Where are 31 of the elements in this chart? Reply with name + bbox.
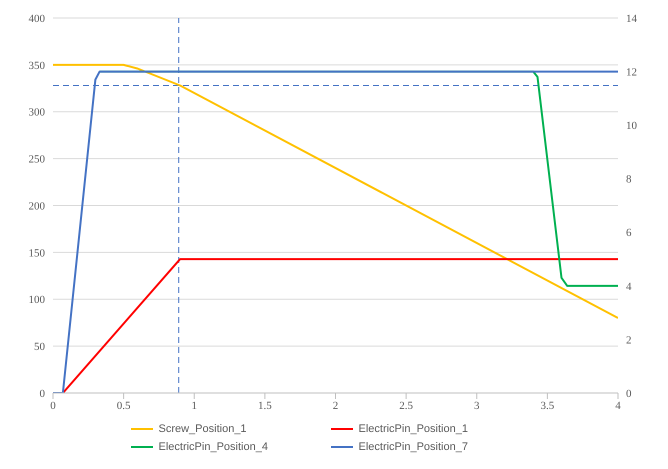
y2-tick-label: 0: [626, 388, 632, 400]
y2-tick-label: 12: [626, 66, 637, 78]
y-tick-label: 200: [28, 200, 46, 212]
y2-tick-label: 4: [626, 280, 632, 293]
legend-label: ElectricPin_Position_7: [358, 441, 468, 453]
y-tick-label: 250: [28, 154, 46, 166]
x-tick-label: 2: [332, 400, 338, 412]
x-tick-label: 4: [615, 400, 622, 412]
x-tick-label: 0: [50, 400, 56, 412]
y-tick-label: 100: [28, 294, 46, 306]
legend-label: ElectricPin_Position_1: [358, 423, 468, 435]
x-tick-label: 2.5: [399, 400, 414, 412]
y-tick-label: 150: [28, 247, 46, 260]
x-tick-label: 1: [192, 400, 197, 412]
y-tick-label: 0: [40, 388, 46, 400]
x-tick-label: 3.5: [540, 400, 555, 412]
x-tick-label: 3: [474, 400, 480, 412]
line-series: [53, 64, 618, 319]
y-tick-label: 400: [28, 12, 46, 25]
y2-tick-label: 6: [626, 227, 632, 240]
legend-label: Screw_Position_1: [158, 423, 247, 435]
y2-tick-label: 10: [626, 120, 638, 132]
y-tick-label: 300: [28, 106, 46, 119]
x-tick-label: 0.5: [116, 400, 131, 412]
y-tick-label: 50: [34, 341, 46, 354]
y-tick-label: 350: [28, 60, 46, 72]
y2-tick-label: 8: [626, 174, 632, 186]
legend-label: ElectricPin_Position_4: [158, 441, 268, 453]
y2-tick-label: 2: [626, 334, 632, 346]
x-tick-label: 1.5: [258, 400, 272, 412]
y2-tick-label: 14: [626, 12, 638, 25]
